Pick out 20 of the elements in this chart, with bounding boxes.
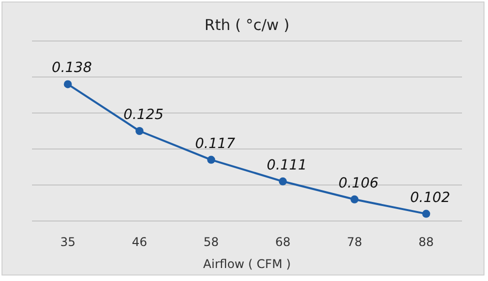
point: [207, 156, 216, 164]
data-label: 0.111: [266, 157, 307, 174]
point: [278, 177, 287, 186]
data-label: 0.117: [195, 136, 236, 152]
point: [422, 210, 430, 218]
x-axis-title: Airflow ( CFM ): [203, 257, 291, 271]
data-label: 0.106: [338, 175, 379, 192]
x-tick-label: 46: [132, 235, 148, 249]
x-tick-label: 58: [204, 235, 219, 249]
x-tick-label: 78: [346, 235, 362, 249]
x-tick-label: 68: [275, 235, 290, 249]
chart-title: Rth ( °c/w ): [204, 16, 290, 34]
point: [350, 195, 358, 204]
point: [136, 127, 144, 135]
point: [64, 80, 72, 88]
data-label: 0.138: [52, 60, 92, 76]
data-label: 0.102: [410, 190, 450, 206]
data-label: 0.125: [123, 107, 164, 123]
x-tick-label: 88: [418, 235, 434, 249]
x-tick-label: 35: [60, 235, 76, 249]
